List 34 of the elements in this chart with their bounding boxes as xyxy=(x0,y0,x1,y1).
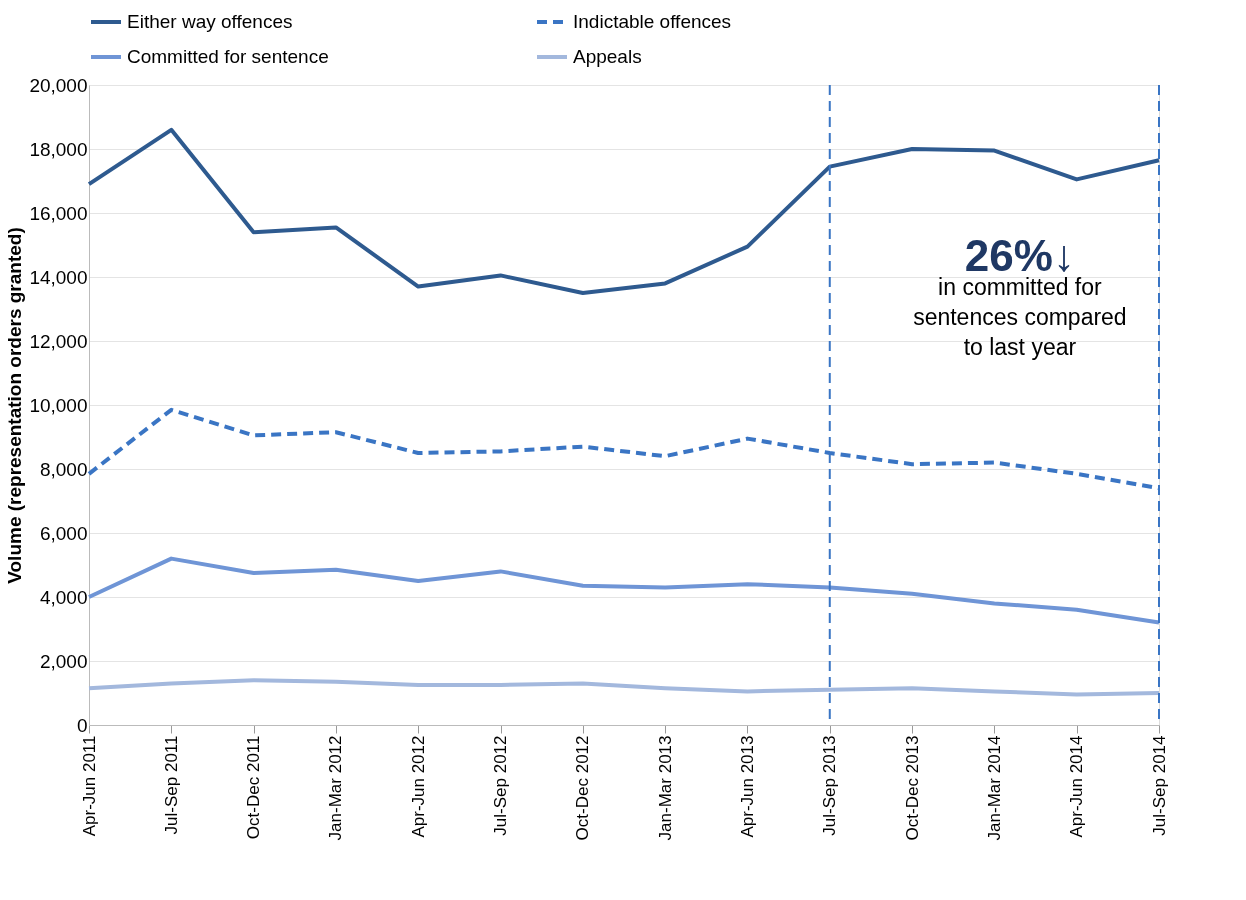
annotation: in committed for sentences compared to last year xyxy=(913,274,1127,360)
y-tick-label: 14,000 xyxy=(29,266,88,288)
legend-label: Committed for sentence xyxy=(127,46,329,67)
legend-label: Appeals xyxy=(573,46,642,67)
x-tick-label: Apr-Jun 2011 xyxy=(79,735,99,837)
legend-label: Indictable offences xyxy=(573,11,732,32)
x-tick-label: Oct-Dec 2011 xyxy=(244,735,264,840)
y-tick-label: 20,000 xyxy=(29,74,88,96)
y-axis-title: Volume (representation orders granted) xyxy=(4,227,26,584)
line-series xyxy=(87,556,1161,625)
x-tick-label: Oct-Dec 2013 xyxy=(902,735,922,841)
y-tick-label: 8,000 xyxy=(39,458,88,480)
x-tick-label: Jul-Sep 2011 xyxy=(161,735,181,835)
line-series xyxy=(87,678,1161,697)
y-tick-label: 10,000 xyxy=(29,394,88,416)
x-tick-label: Jan-Mar 2014 xyxy=(984,735,1004,841)
line-series xyxy=(87,127,1161,295)
y-tick-label: 2,000 xyxy=(39,650,88,672)
x-tick-label: Oct-Dec 2012 xyxy=(573,735,593,841)
x-tick-label: Jul-Sep 2013 xyxy=(820,735,840,836)
legend-label: Either way offences xyxy=(127,11,293,32)
y-tick-label: 12,000 xyxy=(29,330,88,352)
x-tick-label: Apr-Jun 2013 xyxy=(737,735,757,838)
y-tick-label: 16,000 xyxy=(29,202,88,224)
y-tick-label: 18,000 xyxy=(29,138,88,160)
y-tick-label: 6,000 xyxy=(39,522,88,544)
x-tick-label: Jan-Mar 2012 xyxy=(326,735,346,841)
x-tick-label: Jul-Sep 2014 xyxy=(1149,735,1169,836)
x-tick-label: Jul-Sep 2012 xyxy=(491,735,511,836)
x-tick-label: Apr-Jun 2012 xyxy=(408,735,428,838)
x-tick-label: Jan-Mar 2013 xyxy=(655,735,675,841)
y-tick-label: 0 xyxy=(76,714,88,736)
y-tick-label: 4,000 xyxy=(39,586,88,608)
x-tick-label: Apr-Jun 2014 xyxy=(1067,735,1087,838)
